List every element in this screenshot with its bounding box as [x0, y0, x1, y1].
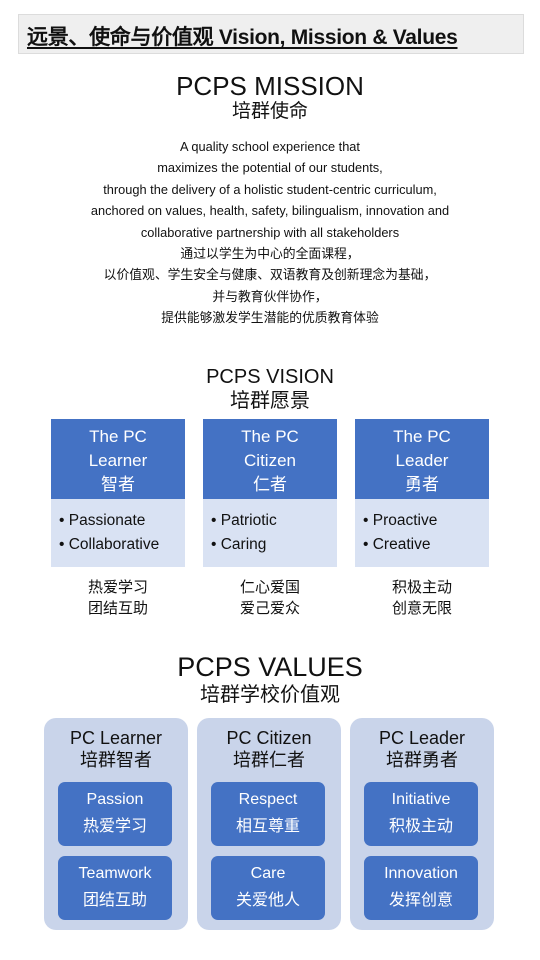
mission-line: anchored on values, health, safety, bili… [90, 203, 450, 219]
vision-caption-line: 仁心爱国 [239, 579, 300, 596]
mission-line: 提供能够激发学生潜能的优质教育体验 [161, 310, 379, 326]
mission-line: 以价值观、学生安全与健康、双语教育及创新理念为基础， [103, 267, 437, 283]
mission-line: maximizes the potential of our students, [157, 160, 383, 176]
values-card-title-cn: 培群勇者 [386, 750, 458, 770]
vision-bullet: • Patriotic [211, 512, 277, 529]
vision-header-line: Leader [395, 451, 449, 470]
value-label-cn: 热爱学习 [82, 818, 147, 835]
value-pill: Initiative 积极主动 [364, 782, 478, 846]
vision-caption-line: 团结互助 [87, 600, 148, 617]
vision-header-cn: 仁者 [253, 475, 287, 494]
values-card-leader: PC Leader 培群勇者 Initiative 积极主动 Innovatio… [350, 718, 494, 930]
mission-subtitle: 培群使命 [231, 101, 308, 122]
value-label-en: Respect [238, 791, 298, 808]
value-label-cn: 发挥创意 [388, 892, 453, 909]
vision-caption-line: 爱己爱众 [239, 600, 300, 617]
vision-title: PCPS VISION [206, 366, 334, 388]
banner-title: 远景、使命与价值观 Vision, Mission & Values [27, 26, 458, 49]
value-pill: Respect 相互尊重 [211, 782, 325, 846]
value-label-cn: 团结互助 [82, 892, 147, 909]
vision-bullet: • Collaborative [59, 536, 160, 553]
mission-line: 并与教育伙伴协作， [212, 288, 328, 304]
values-card-learner: PC Learner 培群智者 Passion 热爱学习 Teamwork 团结… [44, 718, 188, 930]
header-banner: 远景、使命与价值观 Vision, Mission & Values [18, 14, 524, 54]
mission-line: A quality school experience that [180, 139, 360, 154]
value-label-cn: 相互尊重 [235, 818, 300, 835]
vision-caption: 仁心爱国 爱己爱众 [203, 567, 337, 619]
vision-caption-line: 积极主动 [391, 579, 452, 596]
vision-header-line: Citizen [244, 451, 296, 470]
values-subtitle: 培群学校价值观 [200, 684, 340, 706]
values-title: PCPS VALUES [177, 652, 363, 682]
value-label-cn: 关爱他人 [235, 892, 300, 909]
value-label-en: Teamwork [78, 865, 152, 882]
vision-bullet: • Caring [211, 536, 267, 553]
vision-header-line: Learner [88, 451, 148, 470]
vision-caption: 热爱学习 团结互助 [51, 567, 185, 619]
values-card-title: PC Leader 培群勇者 [350, 718, 494, 771]
values-card-title: PC Citizen 培群仁者 [197, 718, 341, 771]
vision-bullets: • Proactive • Creative [355, 499, 489, 567]
value-pill: Teamwork 团结互助 [58, 856, 172, 920]
vision-caption: 积极主动 创意无限 [355, 567, 489, 619]
value-pill: Passion 热爱学习 [58, 782, 172, 846]
value-pill: Care 关爱他人 [211, 856, 325, 920]
value-label-en: Care [250, 865, 286, 882]
mission-line: through the delivery of a holistic stude… [103, 181, 437, 197]
mission-statement: A quality school experience that maximiz… [0, 136, 540, 329]
vision-column-learner: The PC Learner 智者 • Passionate • Collabo… [51, 419, 185, 619]
vision-header-line: The PC [241, 427, 299, 446]
vision-bullets: • Patriotic • Caring [203, 499, 337, 567]
value-label-en: Passion [86, 791, 144, 808]
value-label-cn: 积极主动 [388, 818, 453, 835]
vision-caption-line: 创意无限 [391, 600, 452, 617]
values-card-title-en: PC Citizen [226, 728, 312, 748]
vision-caption-line: 热爱学习 [87, 579, 148, 596]
vision-bullet: • Proactive [363, 512, 438, 529]
vision-bullets: • Passionate • Collaborative [51, 499, 185, 567]
mission-title: PCPS MISSION [176, 71, 364, 101]
vision-header-line: The PC [89, 427, 147, 446]
value-label-en: Innovation [384, 865, 458, 882]
vision-header-cn: 智者 [101, 475, 135, 494]
vision-header-line: The PC [393, 427, 451, 446]
vision-column-citizen: The PC Citizen 仁者 • Patriotic • Caring 仁… [203, 419, 337, 619]
vision-header-cn: 勇者 [405, 475, 439, 494]
value-label-en: Initiative [391, 791, 451, 808]
values-card-title-cn: 培群仁者 [233, 750, 305, 770]
vision-bullet: • Passionate [59, 512, 146, 529]
mission-line: collaborative partnership with all stake… [140, 224, 400, 240]
vision-header: The PC Leader 勇者 [355, 419, 489, 499]
vision-header: The PC Learner 智者 [51, 419, 185, 499]
mission-line: 通过以学生为中心的全面课程， [180, 246, 360, 262]
values-card-title-en: PC Leader [378, 728, 466, 748]
vision-column-leader: The PC Leader 勇者 • Proactive • Creative … [355, 419, 489, 619]
values-card-citizen: PC Citizen 培群仁者 Respect 相互尊重 Care 关爱他人 [197, 718, 341, 930]
value-pill: Innovation 发挥创意 [364, 856, 478, 920]
values-card-title-en: PC Learner [69, 728, 163, 748]
vision-subtitle: 培群愿景 [230, 390, 310, 412]
values-card-title: PC Learner 培群智者 [44, 718, 188, 771]
vision-bullet: • Creative [363, 536, 431, 553]
vision-header: The PC Citizen 仁者 [203, 419, 337, 499]
values-card-title-cn: 培群智者 [80, 750, 152, 770]
